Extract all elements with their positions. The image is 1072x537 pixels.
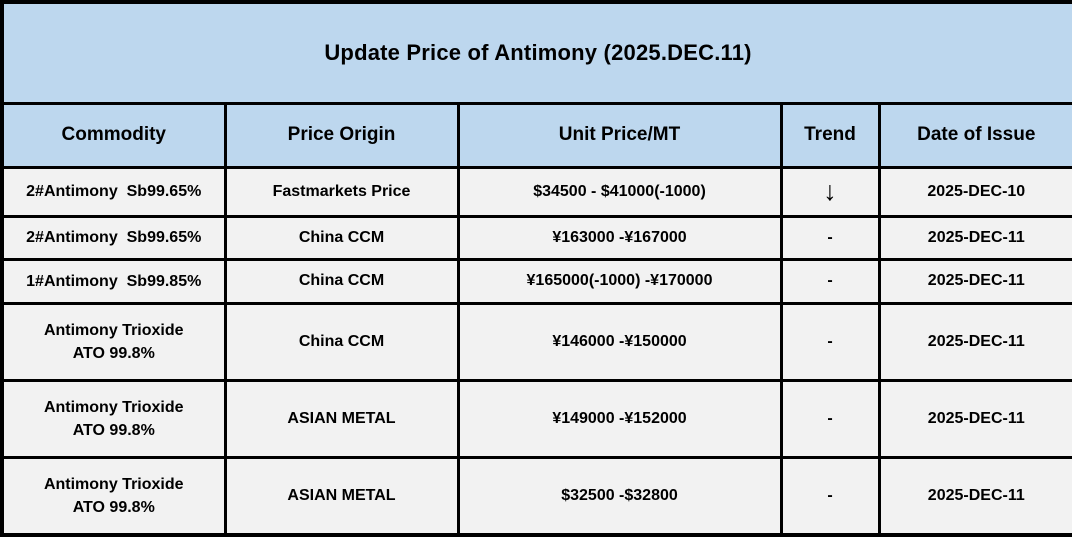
- date-of-issue-cell: 2025-DEC-11: [877, 378, 1072, 459]
- unit-price-cell: ¥165000(-1000) -¥170000: [456, 258, 783, 305]
- commodity-cell: 2#Antimony Sb99.65%: [0, 165, 227, 218]
- unit-price-cell: ¥146000 -¥150000: [456, 301, 783, 382]
- commodity-cell: 1#Antimony Sb99.85%: [0, 258, 227, 305]
- trend-cell: ↓: [779, 165, 881, 218]
- commodity-cell: Antimony Trioxide ATO 99.8%: [0, 378, 227, 459]
- price-origin-cell: China CCM: [223, 258, 460, 305]
- column-header-commodity: Commodity: [0, 101, 227, 169]
- column-header-row: Commodity Price Origin Unit Price/MT Tre…: [0, 101, 1072, 169]
- column-header-unit-price: Unit Price/MT: [456, 101, 783, 169]
- date-of-issue-cell: 2025-DEC-11: [877, 258, 1072, 305]
- date-of-issue-cell: 2025-DEC-10: [877, 165, 1072, 218]
- price-origin-cell: China CCM: [223, 214, 460, 262]
- commodity-cell: Antimony Trioxide ATO 99.8%: [0, 455, 227, 537]
- column-header-trend: Trend: [779, 101, 881, 169]
- table-row: Antimony Trioxide ATO 99.8% ASIAN METAL …: [0, 455, 1072, 537]
- table-row: 2#Antimony Sb99.65% China CCM ¥163000 -¥…: [0, 214, 1072, 262]
- table-row: 2#Antimony Sb99.65% Fastmarkets Price $3…: [0, 165, 1072, 218]
- date-of-issue-cell: 2025-DEC-11: [877, 301, 1072, 382]
- trend-cell: -: [779, 378, 881, 459]
- table-row: Antimony Trioxide ATO 99.8% ASIAN METAL …: [0, 378, 1072, 459]
- commodity-cell: Antimony Trioxide ATO 99.8%: [0, 301, 227, 382]
- trend-cell: -: [779, 214, 881, 262]
- unit-price-cell: $32500 -$32800: [456, 455, 783, 537]
- table-row: Antimony Trioxide ATO 99.8% China CCM ¥1…: [0, 301, 1072, 382]
- title-row: Update Price of Antimony (2025.DEC.11): [0, 0, 1072, 105]
- commodity-cell: 2#Antimony Sb99.65%: [0, 214, 227, 262]
- trend-cell: -: [779, 455, 881, 537]
- trend-cell: -: [779, 301, 881, 382]
- column-header-price-origin: Price Origin: [223, 101, 460, 169]
- table-row: 1#Antimony Sb99.85% China CCM ¥165000(-1…: [0, 258, 1072, 305]
- date-of-issue-cell: 2025-DEC-11: [877, 214, 1072, 262]
- column-header-date-of-issue: Date of Issue: [877, 101, 1072, 169]
- unit-price-cell: ¥163000 -¥167000: [456, 214, 783, 262]
- unit-price-cell: $34500 - $41000(-1000): [456, 165, 783, 218]
- date-of-issue-cell: 2025-DEC-11: [877, 455, 1072, 537]
- page-title: Update Price of Antimony (2025.DEC.11): [0, 0, 1072, 105]
- unit-price-cell: ¥149000 -¥152000: [456, 378, 783, 459]
- price-origin-cell: China CCM: [223, 301, 460, 382]
- trend-cell: -: [779, 258, 881, 305]
- trend-down-arrow-icon: ↓: [823, 176, 837, 207]
- price-origin-cell: Fastmarkets Price: [223, 165, 460, 218]
- price-origin-cell: ASIAN METAL: [223, 455, 460, 537]
- price-origin-cell: ASIAN METAL: [223, 378, 460, 459]
